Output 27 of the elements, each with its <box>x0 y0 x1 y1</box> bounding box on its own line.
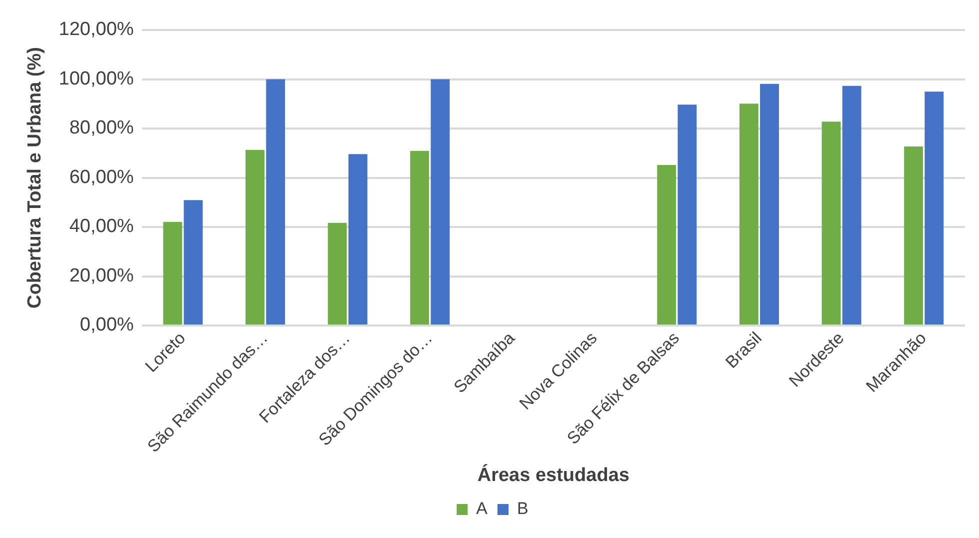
y-tick-label: 120,00% <box>58 19 134 40</box>
bar <box>348 154 368 325</box>
bar <box>410 150 430 325</box>
y-tick-label: 20,00% <box>69 265 134 286</box>
bar <box>739 104 758 325</box>
bar <box>246 150 264 325</box>
y-tick-label: 80,00% <box>69 118 134 139</box>
bar <box>163 222 182 325</box>
bar <box>842 86 862 325</box>
bar <box>760 84 779 325</box>
y-tick-label: 60,00% <box>69 166 134 188</box>
bar <box>328 222 347 325</box>
legend-label: B <box>517 499 528 518</box>
bar <box>184 200 203 325</box>
x-axis-title: Áreas estudadas <box>477 464 630 486</box>
bar <box>678 104 697 325</box>
bar <box>904 146 924 325</box>
bar <box>266 79 286 325</box>
bar <box>822 122 841 325</box>
bar <box>924 92 944 325</box>
y-tick-label: 100,00% <box>58 68 134 90</box>
y-tick-label: 0,00% <box>80 314 134 336</box>
legend-label: A <box>476 499 488 518</box>
bar <box>657 164 676 325</box>
bar <box>430 79 450 325</box>
y-axis-title: Cobertura Total e Urbana (%) <box>24 47 46 308</box>
y-tick-label: 40,00% <box>69 216 134 238</box>
